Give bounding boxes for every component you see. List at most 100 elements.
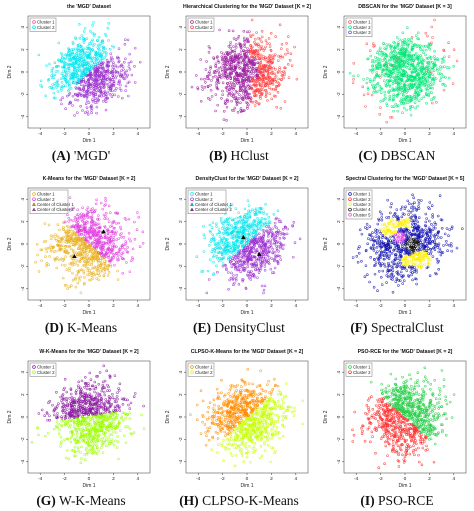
data-point xyxy=(246,218,250,221)
data-point xyxy=(141,241,145,245)
data-point xyxy=(399,270,403,274)
data-point xyxy=(428,219,431,223)
data-point xyxy=(112,219,116,223)
legend-box xyxy=(29,17,57,32)
data-point xyxy=(226,52,229,56)
data-point xyxy=(123,60,126,64)
y-tick-label: 4 xyxy=(20,26,26,29)
data-point xyxy=(406,26,409,29)
data-point xyxy=(85,70,89,74)
data-point xyxy=(97,278,100,282)
data-point xyxy=(403,38,407,41)
data-point xyxy=(53,73,57,77)
data-point xyxy=(54,257,58,260)
data-point xyxy=(385,46,389,49)
data-point xyxy=(366,92,370,95)
data-point xyxy=(67,216,71,220)
data-point xyxy=(108,93,112,96)
data-point xyxy=(94,53,97,56)
data-point xyxy=(86,253,89,256)
data-point xyxy=(256,224,259,228)
data-point xyxy=(426,76,430,79)
data-point xyxy=(111,44,114,48)
data-point xyxy=(98,52,102,55)
data-point xyxy=(93,265,97,269)
data-point xyxy=(104,197,107,200)
data-point xyxy=(244,220,247,224)
data-point xyxy=(242,98,245,101)
data-point xyxy=(417,83,421,87)
data-point xyxy=(103,77,107,80)
data-point xyxy=(99,262,103,266)
data-point xyxy=(72,241,75,244)
data-point xyxy=(72,66,76,69)
data-point xyxy=(430,91,433,94)
data-point xyxy=(209,67,212,70)
data-point xyxy=(230,271,233,275)
data-point xyxy=(76,43,80,47)
data-point xyxy=(383,52,386,55)
data-point xyxy=(384,61,388,65)
data-point xyxy=(62,257,65,261)
data-point xyxy=(81,53,84,57)
data-point xyxy=(370,83,374,87)
data-point xyxy=(103,226,107,229)
legend-label: Cluster 2 xyxy=(37,25,55,30)
data-point xyxy=(249,35,253,39)
data-point xyxy=(77,79,81,83)
data-point xyxy=(221,253,224,257)
data-point xyxy=(51,83,54,86)
data-point xyxy=(255,263,258,267)
data-point xyxy=(374,90,378,94)
data-point xyxy=(80,233,83,236)
data-point xyxy=(79,83,83,86)
data-point xyxy=(57,258,61,262)
data-point xyxy=(236,220,240,223)
data-point xyxy=(253,229,256,232)
data-point xyxy=(419,69,423,72)
data-point xyxy=(249,247,253,251)
data-point xyxy=(108,76,111,80)
data-point xyxy=(239,44,242,47)
data-point xyxy=(218,28,221,32)
data-point xyxy=(221,227,224,230)
data-point xyxy=(271,87,275,91)
data-point xyxy=(251,227,255,230)
data-point xyxy=(245,212,249,216)
data-point xyxy=(91,244,94,248)
data-point xyxy=(229,251,232,254)
data-point xyxy=(281,73,285,77)
data-point xyxy=(120,74,124,77)
data-point xyxy=(94,249,97,253)
data-point xyxy=(251,59,255,63)
panel-caption: (C) DBSCAN xyxy=(318,148,474,164)
data-point xyxy=(392,223,396,226)
data-point xyxy=(439,76,443,80)
data-point xyxy=(56,239,60,243)
data-point xyxy=(243,39,246,43)
data-point xyxy=(100,77,103,81)
data-point xyxy=(242,52,246,55)
data-point xyxy=(252,234,255,238)
data-point xyxy=(270,242,273,246)
data-point xyxy=(79,74,83,78)
data-point xyxy=(406,76,410,80)
data-point xyxy=(409,95,413,98)
data-point xyxy=(392,50,396,53)
data-point xyxy=(74,75,77,78)
data-point xyxy=(87,67,90,71)
data-point xyxy=(68,208,72,212)
data-point xyxy=(243,95,246,98)
data-point xyxy=(97,251,100,254)
data-point xyxy=(367,57,370,61)
data-point xyxy=(401,111,404,114)
data-point xyxy=(248,258,251,261)
data-point xyxy=(75,216,79,220)
data-point xyxy=(389,47,393,51)
scatter-plot: K-Means for the 'MGD' Dataset [K = 2]-4-… xyxy=(7,176,151,316)
data-point xyxy=(80,61,84,64)
data-point xyxy=(425,101,428,105)
data-point xyxy=(93,251,97,255)
data-point xyxy=(60,247,63,251)
data-point xyxy=(284,52,287,56)
